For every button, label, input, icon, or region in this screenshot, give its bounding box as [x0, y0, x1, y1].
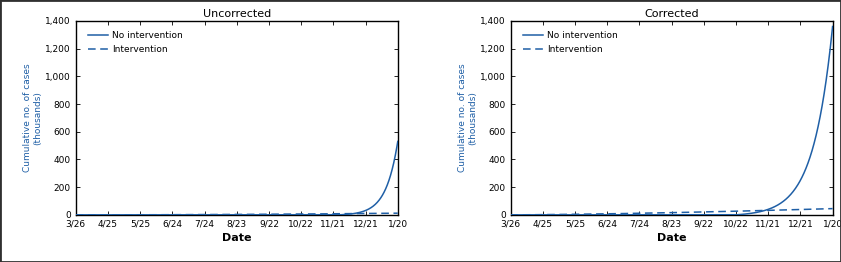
Y-axis label: Cumulative no. of cases
(thousands): Cumulative no. of cases (thousands)	[23, 64, 42, 172]
Title: Uncorrected: Uncorrected	[203, 9, 271, 19]
Legend: No intervention, Intervention: No intervention, Intervention	[87, 29, 184, 56]
X-axis label: Date: Date	[657, 233, 686, 243]
Title: Corrected: Corrected	[644, 9, 699, 19]
X-axis label: Date: Date	[222, 233, 251, 243]
Legend: No intervention, Intervention: No intervention, Intervention	[521, 29, 619, 56]
Y-axis label: Cumulative no. of cases
(thousands): Cumulative no. of cases (thousands)	[458, 64, 477, 172]
